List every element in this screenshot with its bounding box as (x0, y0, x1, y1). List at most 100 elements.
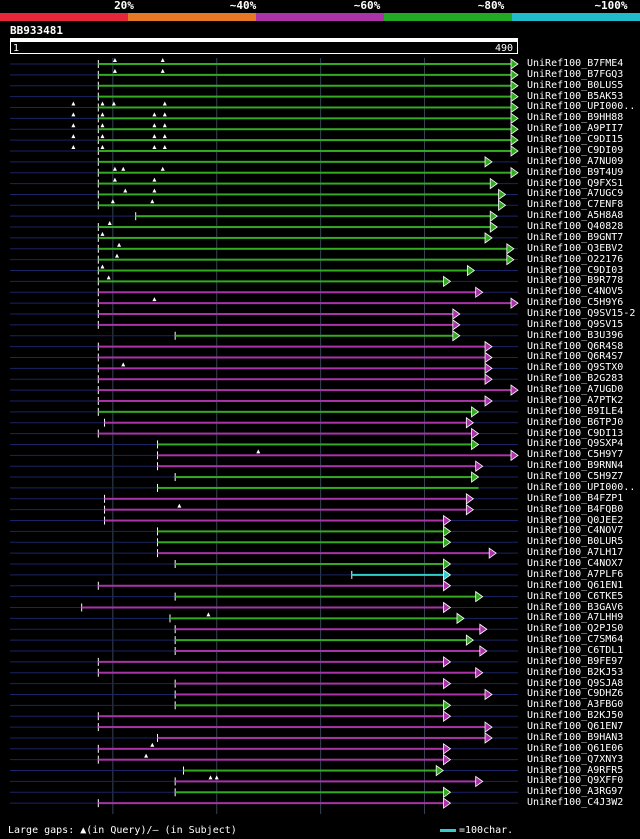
hit-label[interactable]: UniRef100_Q6R4S8 (527, 340, 624, 352)
hit-label[interactable]: UniRef100_B5AK53 (527, 90, 624, 102)
hit-label[interactable]: UniRef100_B3GAV6 (527, 601, 624, 613)
hit-label[interactable]: UniRef100_C5H9Y7 (527, 449, 624, 461)
hit-label[interactable]: UniRef100_B0LUS5 (527, 79, 624, 91)
hit-label[interactable]: UniRef100_B0LUR5 (527, 536, 624, 548)
ruler-start-tick (10, 42, 11, 54)
hit-label[interactable]: UniRef100_Q9SJA8 (527, 677, 624, 689)
hit-label[interactable]: UniRef100_A7UGD0 (527, 384, 624, 396)
hit-label[interactable]: UniRef100_Q9SV15-2 (527, 308, 636, 319)
hit-alignment-bar (98, 399, 487, 402)
hit-label[interactable]: UniRef100_C4J3W2 (527, 797, 624, 809)
hit-label[interactable]: UniRef100_B9T4U9 (527, 166, 624, 178)
hit-label[interactable]: UniRef100_B2KJ53 (527, 666, 624, 678)
hit-label[interactable]: UniRef100_C9DI13 (527, 427, 624, 439)
hit-label[interactable]: UniRef100_A7NU09 (527, 155, 624, 167)
hit-alignment-bar (98, 63, 512, 65)
hit-label[interactable]: UniRef100_B9GNT7 (527, 231, 624, 243)
query-gap-marker (112, 177, 117, 182)
hit-label[interactable]: UniRef100_C9DI15 (527, 134, 624, 146)
query-gap-marker (144, 753, 149, 758)
hit-label[interactable]: UniRef100_C4NOV7 (527, 525, 624, 537)
hit-label[interactable]: UniRef100_Q40828 (527, 221, 624, 233)
hit-label[interactable]: UniRef100_A7PLF6 (527, 568, 624, 580)
hit-label[interactable]: UniRef100_Q61EN1 (527, 579, 624, 591)
hit-label[interactable]: UniRef100_A9PII7 (527, 123, 624, 135)
hit-label[interactable]: UniRef100_A7UGC9 (527, 188, 624, 200)
query-gap-marker (123, 188, 128, 193)
hit-label[interactable]: UniRef100_B4FZP1 (527, 492, 624, 504)
hit-label[interactable]: UniRef100_Q61EN7 (527, 721, 624, 733)
hit-label[interactable]: UniRef100_A3FBG0 (527, 699, 624, 711)
hit-alignment-bar (157, 486, 479, 489)
hit-label[interactable]: UniRef100_Q9XFF0 (527, 775, 624, 787)
hit-label[interactable]: UniRef100_C6TDL1 (527, 644, 624, 656)
hit-label[interactable]: UniRef100_Q6R4S7 (527, 351, 624, 363)
hit-label[interactable]: UniRef100_B4FQB0 (527, 503, 624, 515)
hit-label[interactable]: UniRef100_B7FME4 (527, 58, 624, 69)
hit-end-arrow (510, 297, 519, 309)
hit-alignment-bar (98, 117, 512, 120)
hit-alignment-bar (98, 73, 512, 76)
hit-label[interactable]: UniRef100_A3RG97 (527, 786, 624, 798)
hit-label[interactable]: UniRef100_B9ILE4 (527, 405, 624, 417)
hit-label[interactable]: UniRef100_C7SM64 (527, 634, 624, 646)
hit-label[interactable]: UniRef100_Q9SV15 (527, 318, 624, 330)
legend-label-1: 20% (114, 0, 134, 12)
hit-label[interactable]: UniRef100_C9DHZ6 (527, 688, 624, 700)
hit-label[interactable]: UniRef100_B9HH88 (527, 112, 624, 124)
hit-label[interactable]: UniRef100_C6TKE5 (527, 590, 624, 602)
hit-label[interactable]: UniRef100_B9R778 (527, 275, 624, 287)
legend-swatch-5 (512, 13, 640, 21)
hit-label[interactable]: UniRef100_A5H8A8 (527, 210, 624, 222)
hit-label[interactable]: UniRef100_A7LHH9 (527, 612, 624, 624)
hit-track (10, 797, 518, 809)
hit-end-arrow (510, 449, 519, 462)
hit-label[interactable]: UniRef100_B2KJ50 (527, 710, 624, 722)
hit-label[interactable]: UniRef100_C9DI09 (527, 144, 624, 156)
hit-label[interactable]: UniRef100_C4NOV5 (527, 286, 624, 298)
query-gap-marker (71, 112, 76, 117)
hit-alignment-bar (175, 639, 468, 642)
hit-label[interactable]: UniRef100_Q9FXS1 (527, 177, 624, 189)
hit-label[interactable]: UniRef100_B6TPJ0 (527, 416, 624, 428)
hit-label[interactable]: UniRef100_C5H9Z7 (527, 471, 624, 483)
hit-label[interactable]: UniRef100_B3U396 (527, 329, 624, 341)
hit-label[interactable]: UniRef100_B9HAN3 (527, 731, 624, 743)
hit-end-arrow (452, 319, 461, 331)
query-gap-marker (71, 101, 76, 106)
hit-label[interactable]: UniRef100_B9RNN4 (527, 460, 624, 472)
hit-label[interactable]: UniRef100_Q61E06 (527, 742, 624, 754)
hit-label[interactable]: UniRef100_O22176 (527, 253, 624, 265)
hit-label[interactable]: UniRef100_Q0JEE2 (527, 514, 624, 526)
hit-label[interactable]: UniRef100_B9FE97 (527, 655, 624, 667)
hit-label[interactable]: UniRef100_A7LH17 (527, 547, 624, 559)
query-gap-marker (100, 231, 105, 236)
hit-end-arrow (452, 308, 461, 320)
hit-end-arrow (475, 460, 484, 472)
hit-track (10, 79, 519, 92)
hit-label[interactable]: UniRef100_C5H9Y6 (527, 297, 624, 309)
hit-label[interactable]: UniRef100_A9RFR5 (527, 764, 624, 776)
hit-label[interactable]: UniRef100_C4NOX7 (527, 558, 624, 570)
hit-label[interactable]: UniRef100_Q2PJS0 (527, 623, 624, 635)
hit-label[interactable]: UniRef100_Q9SXP4 (527, 438, 624, 450)
hit-label[interactable]: UniRef100_Q9STX0 (527, 362, 624, 374)
hit-label[interactable]: UniRef100_C9DI03 (527, 264, 624, 276)
hit-alignment-bar (98, 389, 512, 392)
hit-label[interactable]: UniRef100_UPI000.. (527, 101, 636, 113)
hit-track (10, 308, 518, 320)
hit-end-arrow (443, 699, 452, 712)
hit-alignment-bar (98, 715, 445, 718)
hit-alignment-bar (98, 356, 487, 359)
hit-alignment-bar (98, 95, 512, 98)
hit-label[interactable]: UniRef100_A7PTK2 (527, 394, 624, 406)
hit-label[interactable]: UniRef100_Q3EBV2 (527, 242, 624, 254)
hit-label[interactable]: UniRef100_B2G283 (527, 373, 624, 385)
query-gap-marker (111, 101, 116, 106)
query-gap-marker (152, 123, 157, 128)
hit-end-arrow (484, 232, 493, 244)
hit-label[interactable]: UniRef100_B7FGQ3 (527, 68, 624, 80)
hit-label[interactable]: UniRef100_Q7XNY3 (527, 753, 624, 765)
hit-label[interactable]: UniRef100_UPI000.. (527, 481, 636, 493)
hit-label[interactable]: UniRef100_C7ENF8 (527, 199, 624, 211)
